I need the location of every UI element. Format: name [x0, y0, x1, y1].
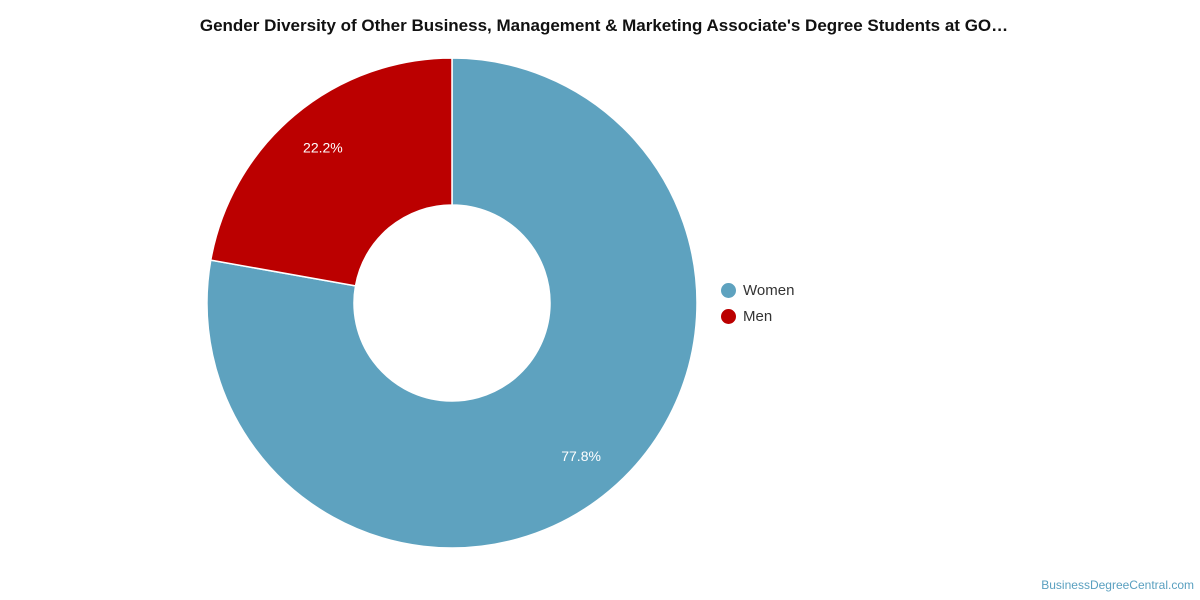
- legend-label-men: Men: [743, 307, 773, 325]
- slice-labels-group: 77.8% 22.2%: [303, 140, 601, 464]
- watermark[interactable]: BusinessDegreeCentral.com: [1041, 578, 1194, 592]
- legend-swatch-women: [721, 282, 736, 298]
- legend-swatch-men: [721, 308, 736, 324]
- slice-label-women: 77.8%: [561, 448, 601, 464]
- slices-group: [206, 57, 698, 549]
- slice-men[interactable]: [209, 57, 453, 287]
- chart-title: Gender Diversity of Other Business, Mana…: [199, 16, 1009, 35]
- slice-women[interactable]: [206, 57, 698, 549]
- slice-label-men: 22.2%: [303, 140, 343, 156]
- legend-item-women[interactable]: Women: [721, 281, 794, 299]
- legend: Women Men: [721, 281, 794, 333]
- legend-label-women: Women: [743, 281, 795, 299]
- legend-item-men[interactable]: Men: [721, 307, 794, 325]
